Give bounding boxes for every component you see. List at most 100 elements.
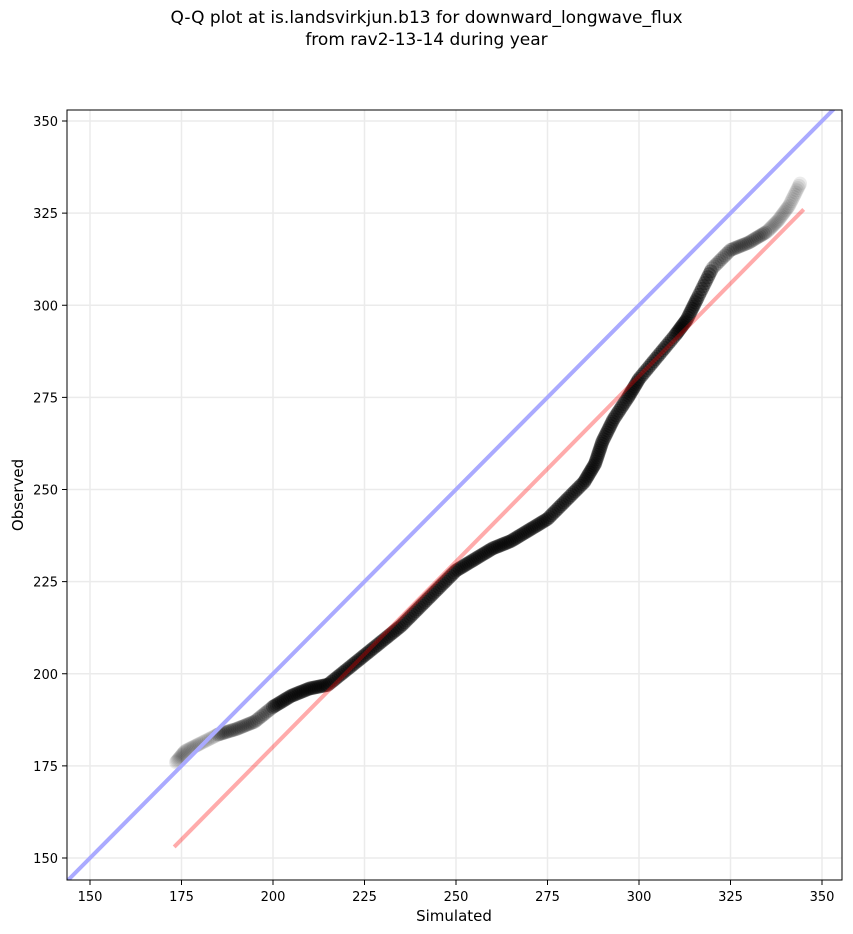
quantile-point xyxy=(688,295,703,310)
quantile-point xyxy=(542,510,557,525)
quantile-point xyxy=(297,683,312,698)
quantile-point xyxy=(328,671,343,686)
quantile-point xyxy=(624,384,639,399)
quantile-point xyxy=(749,231,764,246)
quantile-point xyxy=(405,607,420,622)
quantile-point xyxy=(765,219,780,234)
quantile-point xyxy=(630,373,645,388)
quantile-point xyxy=(716,250,731,265)
y-tick-label: 325 xyxy=(33,207,58,222)
quantile-point xyxy=(293,685,308,700)
quantile-point xyxy=(298,682,313,697)
quantile-point xyxy=(383,627,398,642)
quantile-point xyxy=(669,326,684,341)
quantile-point xyxy=(666,329,681,344)
quantile-point xyxy=(584,462,599,477)
quantile-point xyxy=(562,489,577,504)
quantile-point xyxy=(588,456,603,471)
quantile-point xyxy=(309,680,324,695)
quantile-point xyxy=(368,639,383,654)
quantile-point xyxy=(503,534,518,549)
quantile-point xyxy=(441,570,456,585)
quantile-point xyxy=(536,514,551,529)
y-tick-label: 200 xyxy=(33,668,58,683)
quantile-point xyxy=(392,620,407,635)
quantile-point xyxy=(573,478,588,493)
quantile-point xyxy=(703,264,718,279)
quantile-point xyxy=(430,581,445,596)
quantile-point xyxy=(768,215,783,230)
quantile-point xyxy=(428,583,443,598)
quantile-point xyxy=(445,567,460,582)
quantile-point xyxy=(260,704,275,719)
quantile-point xyxy=(452,561,467,576)
y-tick-label: 350 xyxy=(33,115,58,130)
quantile-point xyxy=(414,598,429,613)
quantile-point xyxy=(648,352,663,367)
quantile-point xyxy=(348,655,363,670)
quantile-point xyxy=(339,663,354,678)
quantile-point xyxy=(783,196,798,211)
quantile-point xyxy=(461,555,476,570)
quantile-point xyxy=(364,642,379,657)
quantile-point xyxy=(394,618,409,633)
quantile-point xyxy=(609,408,624,423)
quantile-point xyxy=(738,237,753,252)
y-tick-label: 150 xyxy=(33,852,58,867)
quantile-point xyxy=(483,542,498,557)
quantile-point xyxy=(671,323,686,338)
quantile-point xyxy=(427,585,442,600)
quantile-point xyxy=(789,183,804,198)
quantile-point xyxy=(685,301,700,316)
quantile-point xyxy=(247,714,262,729)
quantile-point xyxy=(736,237,751,252)
quantile-point xyxy=(787,187,802,202)
quantile-point xyxy=(586,458,601,473)
quantile-point xyxy=(454,560,469,575)
quantile-point xyxy=(375,633,390,648)
quantile-point xyxy=(597,430,612,445)
quantile-point xyxy=(674,320,689,335)
y-axis-label: Observed xyxy=(9,459,27,531)
quantile-point xyxy=(436,576,451,591)
quantile-point xyxy=(767,216,782,231)
quantile-point xyxy=(425,587,440,602)
quantile-point xyxy=(747,232,762,247)
y-tick-label: 300 xyxy=(33,299,58,314)
quantile-point xyxy=(773,210,788,225)
quantile-point xyxy=(450,562,465,577)
quantile-point xyxy=(381,629,396,644)
quantile-point xyxy=(295,684,310,699)
quantile-point xyxy=(520,524,535,539)
quantile-point xyxy=(682,306,697,321)
quantile-point xyxy=(681,308,696,323)
quantile-point xyxy=(353,651,368,666)
quantile-point xyxy=(335,666,350,681)
quantile-point xyxy=(401,611,416,626)
quantile-point xyxy=(459,556,474,571)
x-tick-label: 325 xyxy=(718,890,743,905)
quantile-point xyxy=(615,399,630,414)
quantile-point xyxy=(267,698,282,713)
quantile-point xyxy=(646,354,661,369)
quantile-point xyxy=(447,565,462,580)
quantile-point xyxy=(511,529,526,544)
quantile-point xyxy=(664,332,679,347)
quantile-point xyxy=(443,569,458,584)
quantile-point xyxy=(786,189,801,204)
quantile-point xyxy=(304,681,319,696)
quantile-point xyxy=(253,710,268,725)
quantile-point xyxy=(458,558,473,573)
quantile-point xyxy=(589,452,604,467)
quantile-point xyxy=(650,349,665,364)
x-tick-label: 150 xyxy=(78,890,103,905)
quantile-point xyxy=(774,209,789,224)
quantile-point xyxy=(527,519,542,534)
quantile-point xyxy=(697,276,712,291)
quantile-point xyxy=(496,537,511,552)
quantile-point xyxy=(331,668,346,683)
quantile-point xyxy=(778,203,793,218)
quantile-point xyxy=(598,427,613,442)
quantile-point xyxy=(346,657,361,672)
quantile-point xyxy=(218,725,233,740)
